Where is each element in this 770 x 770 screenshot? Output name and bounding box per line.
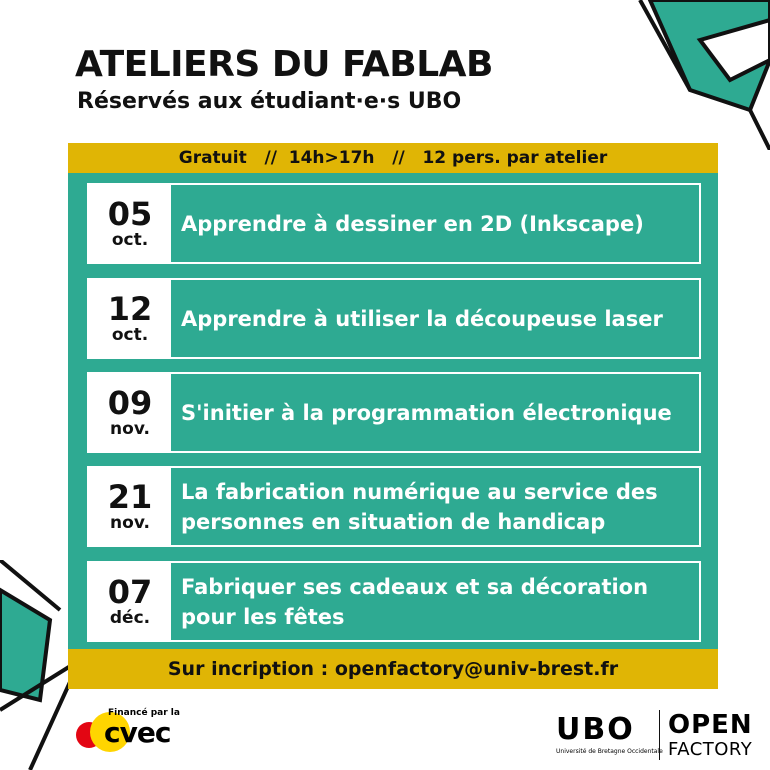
workshop-title: La fabrication numérique au service des …	[181, 479, 658, 534]
registration-band: Sur incription : openfactory@univ-brest.…	[68, 649, 718, 689]
workshop-row: 21 nov. La fabrication numérique au servi…	[87, 466, 701, 547]
yellow-dot-icon	[90, 712, 130, 752]
day: 07	[107, 572, 153, 611]
workshop-row: 12 oct. Apprendre à utiliser la découpeus…	[87, 278, 701, 359]
cvec-tag: Financé par la	[108, 708, 180, 718]
workshop-date: 05 oct.	[89, 185, 171, 262]
day: 09	[107, 383, 153, 422]
month: oct.	[111, 229, 149, 250]
workshop-row: 09 nov. S'initier à la programmation élec…	[87, 372, 701, 453]
info-band: Gratuit // 14h>17h // 12 pers. par ateli…	[68, 143, 718, 173]
month: déc.	[109, 607, 151, 628]
workshops-panel: Gratuit // 14h>17h // 12 pers. par ateli…	[68, 143, 718, 689]
month: nov.	[110, 512, 150, 533]
workshop-row: 07 déc. Fabriquer ses cadeaux et sa décor…	[87, 561, 701, 642]
workshop-row: 05 oct. Apprendre à dessiner en 2D (Inksc…	[87, 183, 701, 264]
workshop-title: S'initier à la programmation électroniqu…	[181, 400, 672, 425]
workshop-date: 21 nov.	[89, 468, 171, 545]
workshop-date: 09 nov.	[89, 374, 171, 451]
openfactory-logo-top: OPEN	[668, 710, 753, 740]
registration-label: Sur incription :	[167, 658, 335, 680]
month: oct.	[111, 324, 149, 345]
day: 05	[107, 194, 153, 233]
page-title: ATELIERS DU FABLAB	[75, 44, 493, 85]
cvec-wordmark: cvec	[104, 716, 171, 749]
ubo-logo: UBO	[556, 712, 635, 747]
workshop-title: Apprendre à utiliser la découpeuse laser	[181, 306, 663, 331]
registration-email-link[interactable]: openfactory@univ-brest.fr	[334, 658, 619, 680]
ubo-subtitle: Université de Bretagne Occidentale	[556, 748, 663, 755]
day: 12	[107, 289, 153, 328]
divider	[659, 710, 660, 760]
page-subtitle: Réservés aux étudiant·e·s UBO	[77, 89, 462, 114]
day: 21	[107, 477, 153, 516]
openfactory-logo-bottom: FACTORY	[668, 739, 753, 760]
workshop-date: 12 oct.	[89, 280, 171, 357]
workshop-title: Fabriquer ses cadeaux et sa décoration p…	[181, 574, 649, 629]
decorative-cube-top-right	[638, 0, 770, 150]
workshop-date: 07 déc.	[89, 563, 171, 640]
workshop-title: Apprendre à dessiner en 2D (Inkscape)	[181, 211, 644, 236]
month: nov.	[110, 418, 150, 439]
